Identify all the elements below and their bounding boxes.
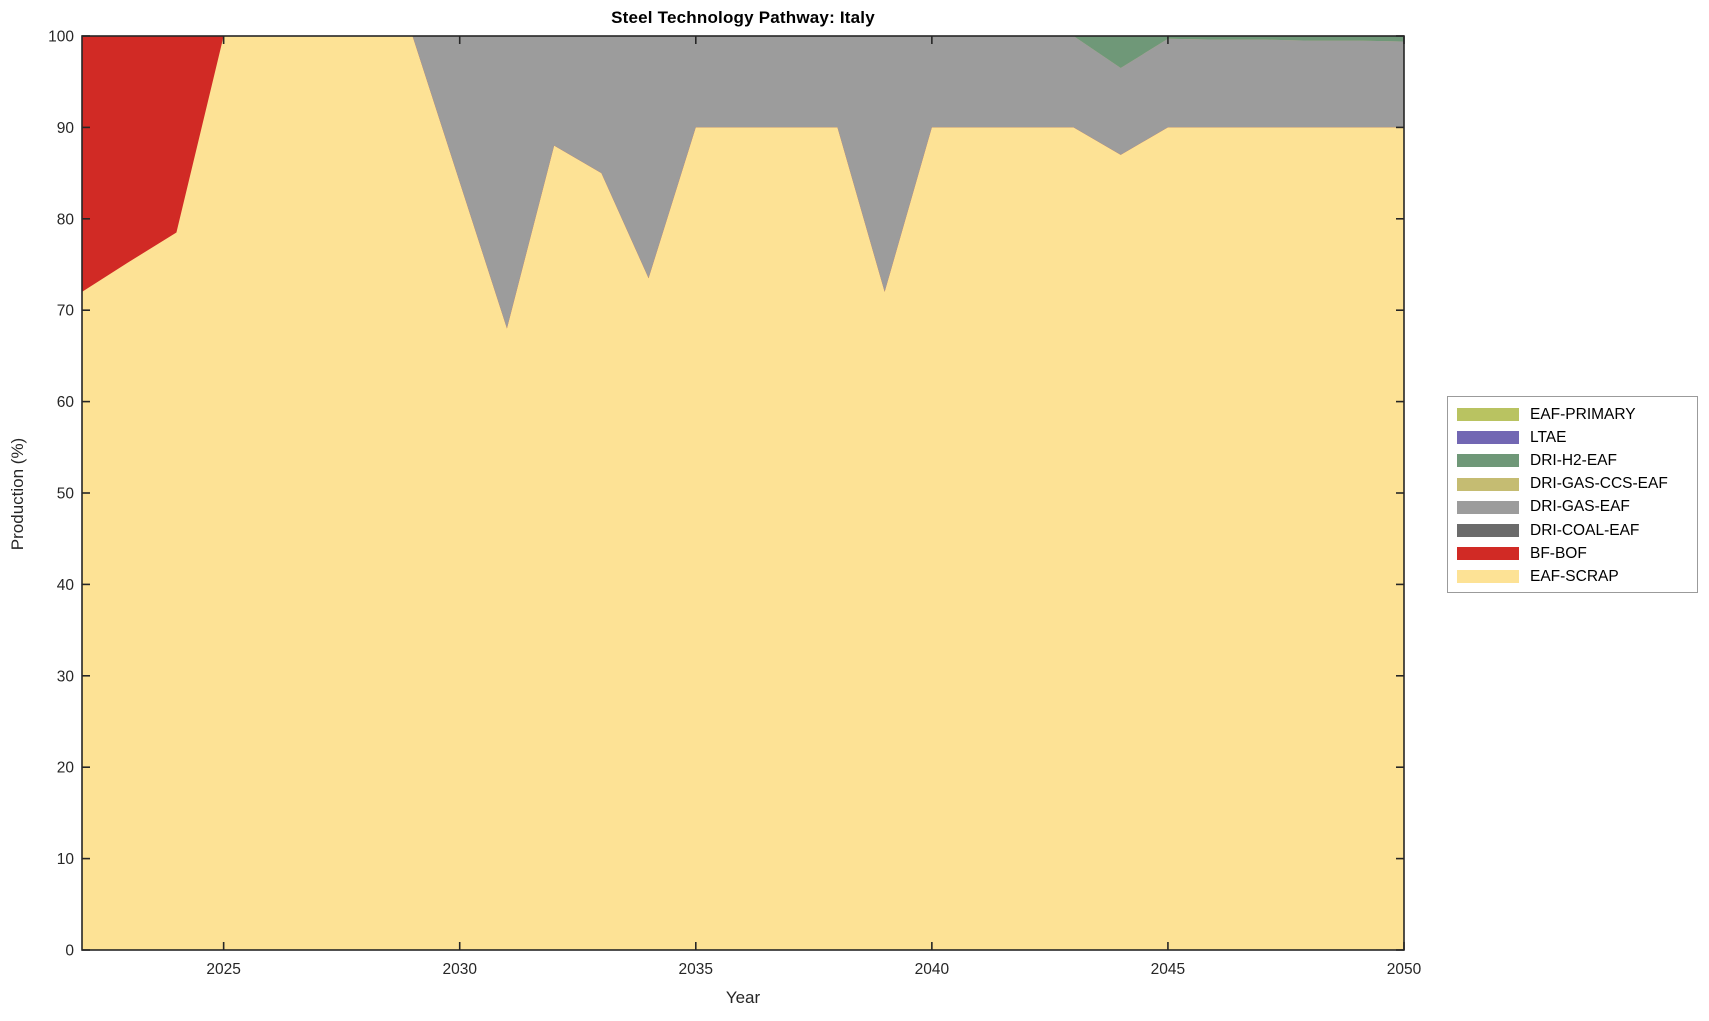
legend-label: BF-BOF <box>1530 544 1587 562</box>
y-tick-label: 20 <box>57 760 75 777</box>
legend-label: LTAE <box>1530 428 1567 446</box>
legend-item: DRI-H2-EAF <box>1448 449 1697 472</box>
x-tick-label: 2040 <box>915 961 950 978</box>
legend-item: DRI-COAL-EAF <box>1448 519 1697 542</box>
legend-label: EAF-PRIMARY <box>1530 405 1636 423</box>
legend-swatch-icon <box>1457 547 1519 561</box>
legend-swatch-icon <box>1457 477 1519 491</box>
legend-label: DRI-COAL-EAF <box>1530 521 1640 539</box>
legend-item: EAF-PRIMARY <box>1448 403 1697 426</box>
x-tick-label: 2025 <box>206 961 240 978</box>
legend-label: DRI-GAS-CCS-EAF <box>1530 475 1668 493</box>
y-tick-label: 0 <box>65 943 74 960</box>
x-axis-label: Year <box>725 988 761 1007</box>
legend-item: DRI-GAS-EAF <box>1448 496 1697 519</box>
legend-box: EAF-PRIMARY LTAE DRI-H2-EAF DRI-GAS-CCS-EAF… <box>1447 396 1698 593</box>
y-tick-label: 80 <box>57 211 75 228</box>
legend-swatch-icon <box>1457 431 1519 445</box>
x-tick-label: 2035 <box>679 961 713 978</box>
y-tick-label: 70 <box>57 303 75 320</box>
y-tick-label: 60 <box>57 394 75 411</box>
legend-item: EAF-SCRAP <box>1448 565 1697 588</box>
legend-swatch-icon <box>1457 524 1519 538</box>
y-tick-label: 10 <box>57 851 75 868</box>
y-tick-label: 30 <box>57 668 75 685</box>
y-tick-label: 40 <box>57 577 75 594</box>
legend-item: BF-BOF <box>1448 542 1697 565</box>
chart-title: Steel Technology Pathway: Italy <box>611 8 875 27</box>
legend-swatch-icon <box>1457 500 1519 514</box>
legend-label: DRI-H2-EAF <box>1530 451 1617 469</box>
y-tick-label: 50 <box>57 486 75 503</box>
legend-item: DRI-GAS-CCS-EAF <box>1448 473 1697 496</box>
x-tick-label: 2050 <box>1387 961 1422 978</box>
legend-item: LTAE <box>1448 426 1697 449</box>
y-tick-label: 90 <box>57 120 75 137</box>
x-tick-label: 2030 <box>442 961 477 978</box>
area-eaf-scrap <box>82 36 1404 950</box>
legend-swatch-icon <box>1457 570 1519 584</box>
legend-swatch-icon <box>1457 408 1519 422</box>
legend-swatch-icon <box>1457 454 1519 468</box>
x-tick-label: 2045 <box>1151 961 1185 978</box>
y-tick-label: 100 <box>48 29 74 46</box>
legend-label: EAF-SCRAP <box>1530 567 1619 585</box>
y-axis-label: Production (%) <box>8 437 27 551</box>
legend-label: DRI-GAS-EAF <box>1530 498 1630 516</box>
